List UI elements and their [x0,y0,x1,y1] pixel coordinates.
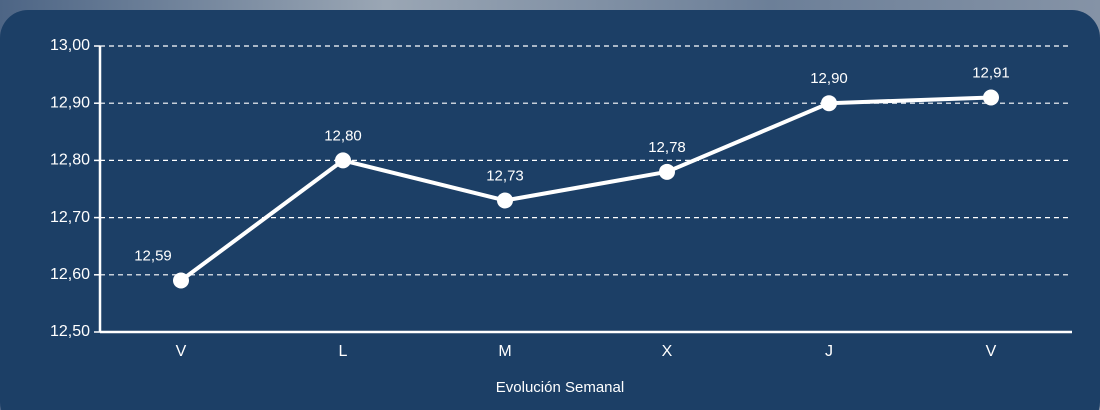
x-tick-label: M [498,343,511,360]
point [497,192,513,209]
data-label: 12,59 [134,247,172,264]
data-label: 12,90 [810,70,848,87]
panel [0,10,1100,410]
y-tick-label: 12,80 [50,152,90,169]
y-tick-label: 12,90 [50,94,90,111]
y-tick-label: 12,50 [50,323,90,340]
y-tick-label: 12,70 [50,209,90,226]
x-tick-label: L [339,343,348,360]
data-label: 12,78 [648,139,686,156]
data-label: 12,91 [972,64,1010,81]
point [821,95,837,112]
data-label: 12,80 [324,127,362,144]
point [173,272,189,289]
point [335,152,351,169]
point [659,163,675,180]
x-tick-label: X [662,343,673,360]
y-tick-label: 12,60 [50,266,90,283]
x-tick-label: V [986,343,997,360]
line [179,95,992,283]
data-label: 12,73 [486,167,524,184]
y-tick-label: 13,00 [50,37,90,54]
point [983,89,999,106]
x-tick-label: J [825,343,833,360]
x-axis-label: Evolución Semanal [496,379,624,396]
x-tick-label: V [176,343,187,360]
